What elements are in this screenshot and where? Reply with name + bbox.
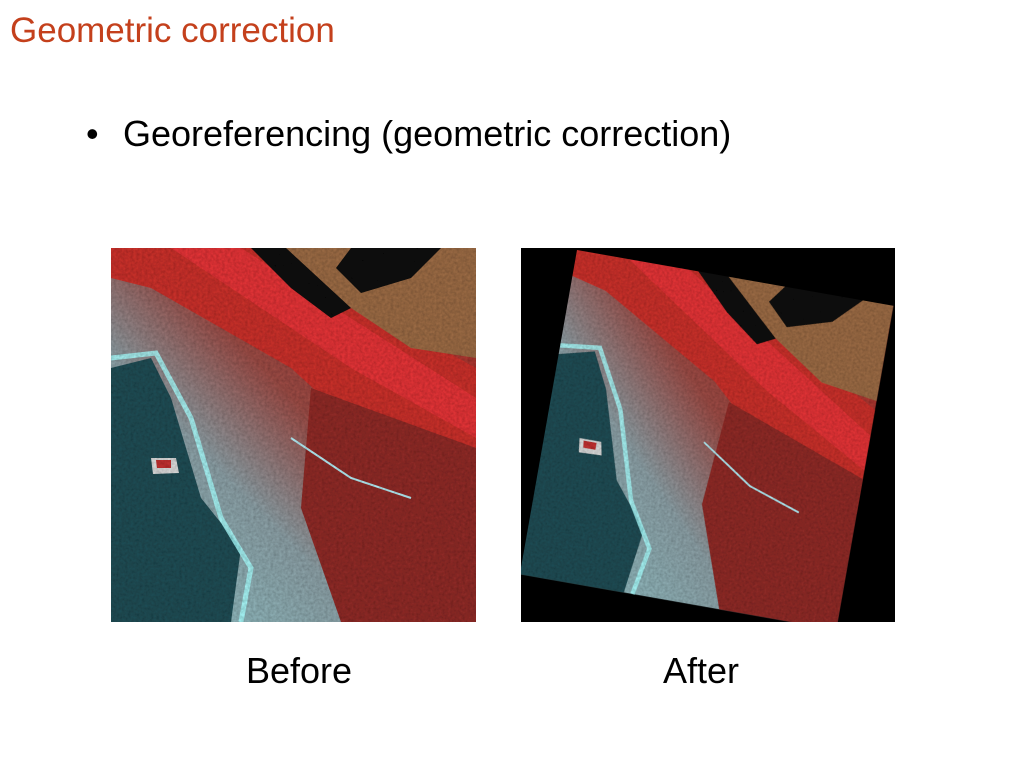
caption-before: Before: [246, 650, 352, 691]
after-image: [521, 248, 895, 622]
before-image: [111, 248, 476, 622]
bullet-marker: •: [86, 113, 99, 154]
slide-title: Geometric correction: [10, 11, 335, 50]
caption-after: After: [663, 650, 739, 691]
bullet-text: Georeferencing (geometric correction): [123, 113, 731, 154]
